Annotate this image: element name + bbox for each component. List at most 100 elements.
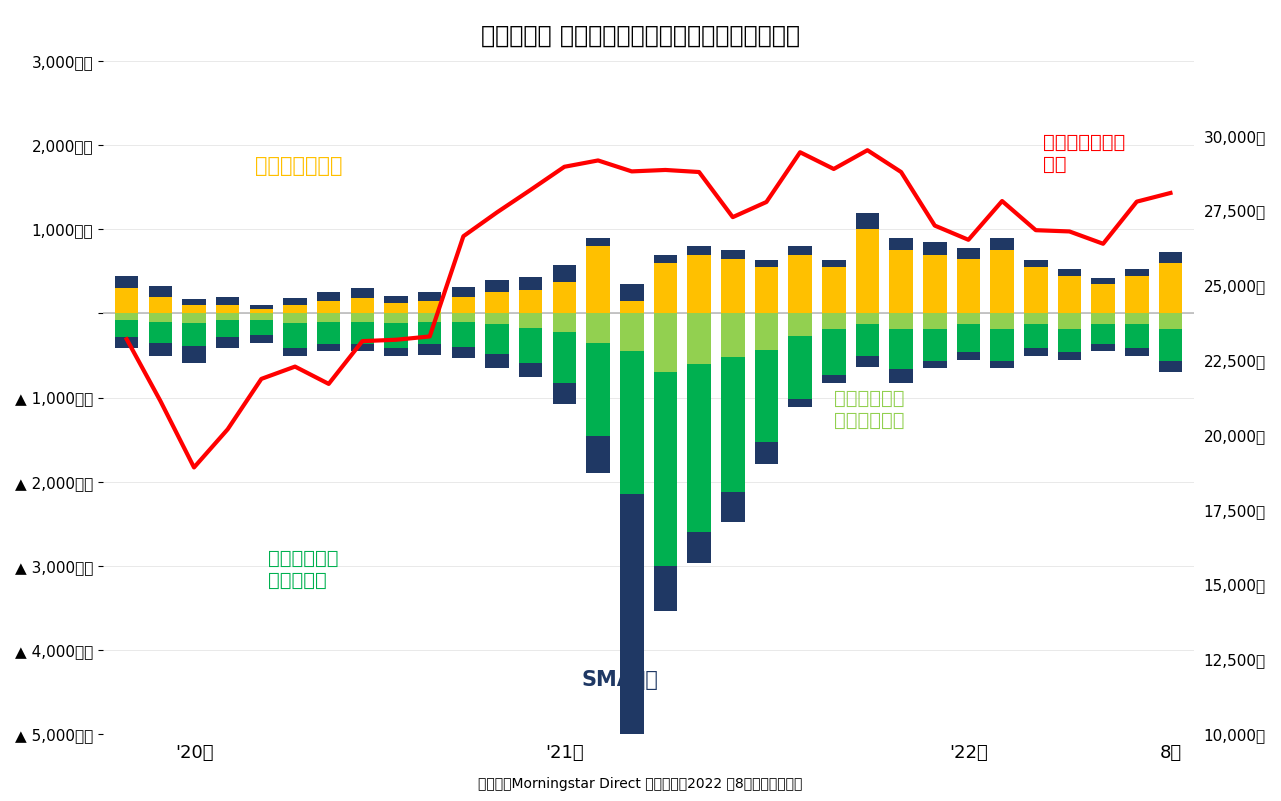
Bar <box>1125 276 1149 313</box>
Bar <box>755 313 778 350</box>
Bar <box>620 352 643 494</box>
Bar <box>250 305 273 309</box>
Bar <box>485 280 509 292</box>
Bar <box>721 313 744 357</box>
Bar <box>587 436 610 473</box>
Bar <box>788 400 812 407</box>
Bar <box>552 383 576 405</box>
Bar <box>283 313 307 323</box>
Bar <box>519 313 542 328</box>
Bar <box>115 313 138 320</box>
Bar <box>1125 269 1149 276</box>
Bar <box>283 298 307 305</box>
Bar <box>990 360 1013 368</box>
Bar <box>452 296 475 313</box>
Bar <box>149 286 172 296</box>
Bar <box>620 313 643 352</box>
Bar <box>1125 313 1149 324</box>
Bar <box>182 300 206 305</box>
Bar <box>924 313 947 328</box>
Bar <box>115 276 138 288</box>
Bar <box>822 313 845 328</box>
Bar <box>1091 344 1114 352</box>
Bar <box>924 328 947 360</box>
Bar <box>822 268 845 313</box>
Bar <box>182 313 206 323</box>
Bar <box>653 566 678 610</box>
Bar <box>924 242 947 255</box>
Bar <box>384 303 407 313</box>
Bar <box>316 301 341 313</box>
Bar <box>889 313 913 328</box>
Bar <box>755 350 778 442</box>
Bar <box>1091 324 1114 344</box>
Bar <box>788 336 812 400</box>
Bar <box>620 301 643 313</box>
Bar <box>384 323 407 348</box>
Bar <box>115 320 138 337</box>
Bar <box>149 322 172 343</box>
Bar <box>620 494 643 801</box>
Bar <box>1091 284 1114 313</box>
Bar <box>889 328 913 369</box>
Bar <box>1024 324 1048 348</box>
Bar <box>149 296 172 313</box>
Bar <box>519 363 542 377</box>
Bar <box>418 292 442 301</box>
Bar <box>149 343 172 356</box>
Bar <box>587 343 610 436</box>
Bar <box>653 313 678 372</box>
Text: SMA専用: SMA専用 <box>582 670 658 690</box>
Bar <box>519 328 542 363</box>
Bar <box>316 292 341 301</box>
Bar <box>1159 360 1182 372</box>
Bar <box>587 246 610 313</box>
Bar <box>316 313 341 322</box>
Bar <box>485 354 509 368</box>
Bar <box>384 348 407 356</box>
Bar <box>216 313 240 320</box>
Bar <box>351 288 374 298</box>
Bar <box>418 301 442 313</box>
Bar <box>755 260 778 268</box>
Bar <box>216 320 240 337</box>
Bar <box>688 364 711 533</box>
Bar <box>1058 313 1081 328</box>
Bar <box>1024 268 1048 313</box>
Bar <box>452 313 475 322</box>
Bar <box>452 287 475 296</box>
Bar <box>485 313 509 324</box>
Bar <box>788 313 812 336</box>
Bar <box>620 284 643 301</box>
Bar <box>788 246 812 255</box>
Bar <box>889 251 913 313</box>
Bar <box>1159 263 1182 313</box>
Bar <box>889 238 913 251</box>
Bar <box>788 255 812 313</box>
Bar <box>856 313 879 324</box>
Bar <box>250 336 273 343</box>
Bar <box>924 360 947 368</box>
Bar <box>856 212 879 229</box>
Bar <box>1058 276 1081 313</box>
Text: 【図表４】 国内株式ファンドの資金流出入の推移: 【図表４】 国内株式ファンドの資金流出入の推移 <box>480 24 801 48</box>
Bar <box>519 277 542 290</box>
Bar <box>1024 260 1048 268</box>
Bar <box>418 313 442 322</box>
Bar <box>889 369 913 384</box>
Bar <box>316 344 341 352</box>
Bar <box>452 347 475 358</box>
Bar <box>351 344 374 352</box>
Bar <box>957 248 980 259</box>
Bar <box>1159 328 1182 360</box>
Bar <box>115 337 138 348</box>
Bar <box>1091 278 1114 284</box>
Bar <box>1058 269 1081 276</box>
Bar <box>1159 252 1182 263</box>
Bar <box>216 337 240 348</box>
Bar <box>924 255 947 313</box>
Text: インデックス型: インデックス型 <box>255 156 342 176</box>
Bar <box>856 356 879 368</box>
Bar <box>250 313 273 320</box>
Bar <box>351 313 374 322</box>
